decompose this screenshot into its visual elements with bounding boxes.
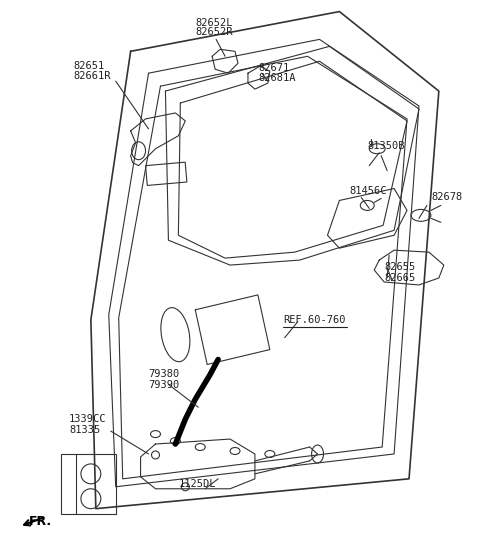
Text: 82681A: 82681A xyxy=(258,73,295,83)
Text: 82665: 82665 xyxy=(384,273,415,283)
Text: 82678: 82678 xyxy=(431,193,462,203)
Text: 1125DL: 1125DL xyxy=(179,479,216,489)
Text: 79380: 79380 xyxy=(148,370,180,380)
Bar xyxy=(145,162,187,185)
Text: 81335: 81335 xyxy=(69,425,100,435)
Text: 82652R: 82652R xyxy=(195,27,233,37)
Text: 82652L: 82652L xyxy=(195,18,233,28)
Text: 81456C: 81456C xyxy=(349,185,387,195)
Text: 81350B: 81350B xyxy=(367,141,405,151)
Text: 82655: 82655 xyxy=(384,262,415,272)
Text: REF.60-760: REF.60-760 xyxy=(283,315,345,325)
Text: 79390: 79390 xyxy=(148,380,180,390)
Text: 82651: 82651 xyxy=(73,61,104,71)
Text: 82671: 82671 xyxy=(258,63,289,73)
Text: 1339CC: 1339CC xyxy=(69,414,107,424)
Text: FR.: FR. xyxy=(29,514,52,528)
Text: 82661R: 82661R xyxy=(73,71,110,81)
